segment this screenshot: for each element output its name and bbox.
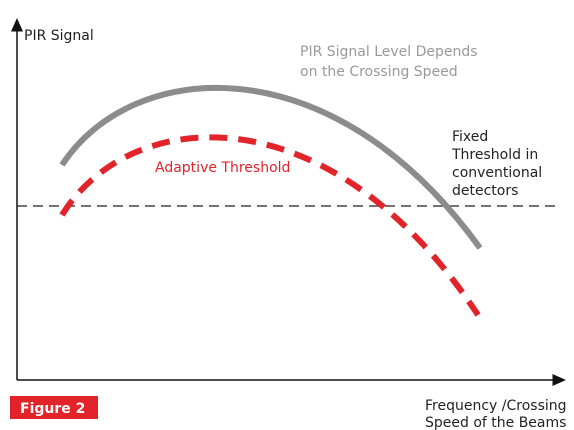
fixed-annotation: Fixed — [452, 129, 488, 145]
x-axis-label: Speed of the Beams — [425, 415, 566, 430]
fixed-annotation: Threshold in — [451, 147, 538, 163]
fixed-annotation: detectors — [452, 183, 518, 199]
signal-curve — [59, 84, 483, 250]
signal-annotation: PIR Signal Level Depends — [300, 44, 478, 60]
x-axis-label: Frequency /Crossing — [425, 398, 567, 414]
fixed-annotation: conventional — [452, 165, 542, 181]
adaptive-annotation: Adaptive Threshold — [155, 160, 290, 176]
figure-badge — [10, 396, 98, 419]
y-axis-label: PIR Signal — [24, 28, 94, 44]
figure-label: Figure 2 — [20, 401, 85, 417]
adaptive-threshold-curve — [59, 134, 481, 317]
signal-annotation: on the Crossing Speed — [300, 64, 458, 80]
